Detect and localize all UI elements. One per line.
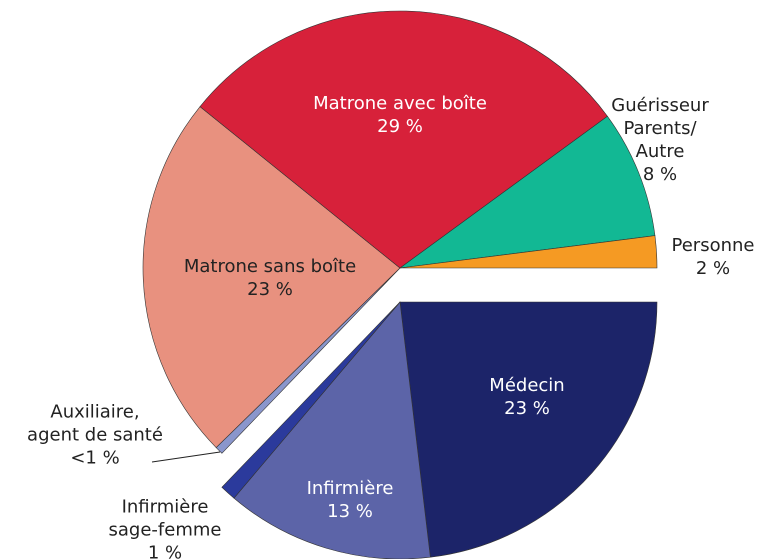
category-label: Guérisseur Parents/ Autre bbox=[611, 95, 709, 162]
category-label: Médecin bbox=[489, 375, 565, 396]
category-label: Matrone avec boîte bbox=[313, 93, 487, 114]
category-label: Personne bbox=[671, 235, 755, 256]
slice-label: Médecin 23 % bbox=[489, 374, 564, 420]
value-label: 13 % bbox=[327, 501, 373, 522]
value-label: 23 % bbox=[504, 398, 550, 419]
slice-label: Matrone sans boîte 23 % bbox=[184, 255, 356, 301]
value-label: 23 % bbox=[247, 279, 293, 300]
category-label: Auxiliaire, agent de santé bbox=[27, 401, 163, 446]
slice-label: Auxiliaire, agent de santé <1 % bbox=[27, 401, 163, 470]
slice-label: Guérisseur Parents/ Autre 8 % bbox=[611, 94, 708, 186]
category-label: Infirmière bbox=[306, 478, 394, 499]
category-label: Matrone sans boîte bbox=[183, 256, 357, 277]
value-label: <1 % bbox=[70, 447, 120, 469]
value-label: 1 % bbox=[147, 542, 183, 559]
pie-slice bbox=[399, 235, 658, 269]
pie-slice bbox=[399, 301, 658, 558]
value-label: 2 % bbox=[695, 258, 731, 279]
slice-label: Personne 2 % bbox=[672, 234, 755, 280]
slice-label: Infirmière sage-femme 1 % bbox=[109, 496, 222, 559]
pie-slice bbox=[399, 115, 656, 269]
value-label: 29 % bbox=[377, 116, 423, 137]
value-label: 8 % bbox=[642, 164, 678, 185]
pie-slice bbox=[199, 10, 608, 269]
slice-label: Infirmière 13 % bbox=[307, 477, 394, 523]
pie-slice bbox=[142, 106, 401, 448]
slice-label: Matrone avec boîte 29 % bbox=[313, 92, 487, 138]
category-label: Infirmière sage-femme bbox=[108, 496, 222, 541]
pie-slice bbox=[221, 301, 401, 499]
leader-line bbox=[151, 451, 221, 463]
